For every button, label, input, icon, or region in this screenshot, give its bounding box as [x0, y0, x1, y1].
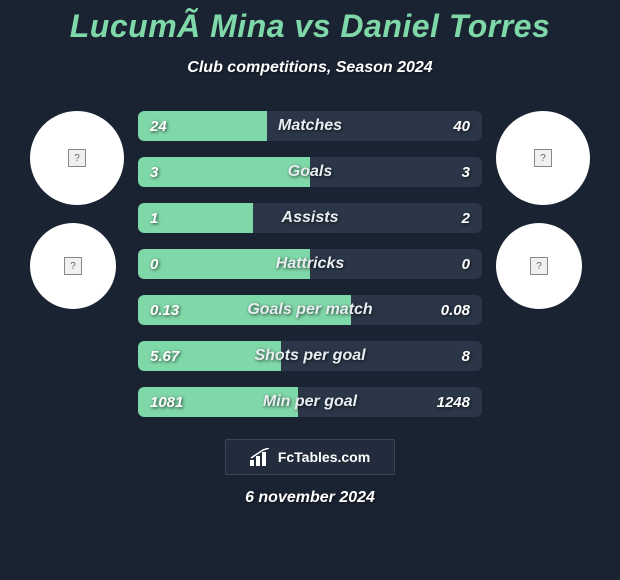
stat-left-value: 1081 — [150, 394, 183, 411]
image-placeholder-icon: ? — [68, 149, 86, 167]
page-title: LucumÃ Mina vs Daniel Torres — [70, 8, 550, 45]
image-placeholder-icon: ? — [534, 149, 552, 167]
stat-right-value: 0.08 — [441, 302, 470, 319]
source-logo-text: FcTables.com — [278, 449, 370, 465]
stat-left-value: 3 — [150, 164, 158, 181]
right-club-badge: ? — [496, 223, 582, 309]
stat-label: Matches — [278, 117, 342, 135]
stat-fill — [138, 157, 310, 187]
stat-label: Shots per goal — [254, 347, 365, 365]
stat-row: 24 Matches 40 — [138, 111, 482, 141]
stat-right-value: 2 — [462, 210, 470, 227]
stat-right-value: 40 — [453, 118, 470, 135]
stat-row: 1 Assists 2 — [138, 203, 482, 233]
footer-date: 6 november 2024 — [245, 489, 375, 507]
left-player-col: ? ? — [30, 111, 124, 309]
stat-label: Assists — [282, 209, 339, 227]
left-club-badge: ? — [30, 223, 116, 309]
stat-row: 1081 Min per goal 1248 — [138, 387, 482, 417]
stat-row: 0 Hattricks 0 — [138, 249, 482, 279]
stat-left-value: 24 — [150, 118, 167, 135]
stat-right-value: 0 — [462, 256, 470, 273]
stat-right-value: 8 — [462, 348, 470, 365]
stat-label: Hattricks — [276, 255, 344, 273]
comparison-card: LucumÃ Mina vs Daniel Torres Club compet… — [0, 0, 620, 580]
stat-left-value: 0.13 — [150, 302, 179, 319]
stat-row: 0.13 Goals per match 0.08 — [138, 295, 482, 325]
chart-icon — [250, 448, 272, 466]
stat-label: Min per goal — [263, 393, 357, 411]
subtitle: Club competitions, Season 2024 — [187, 59, 432, 77]
stat-left-value: 1 — [150, 210, 158, 227]
right-player-avatar: ? — [496, 111, 590, 205]
source-logo: FcTables.com — [225, 439, 395, 475]
stat-row: 5.67 Shots per goal 8 — [138, 341, 482, 371]
right-player-col: ? ? — [496, 111, 590, 309]
image-placeholder-icon: ? — [530, 257, 548, 275]
stat-right-value: 3 — [462, 164, 470, 181]
left-player-avatar: ? — [30, 111, 124, 205]
content-area: ? ? 24 Matches 40 3 Goals 3 1 Assists 2 0 Hattrick… — [0, 111, 620, 417]
stat-label: Goals per match — [247, 301, 372, 319]
stat-left-value: 0 — [150, 256, 158, 273]
stat-left-value: 5.67 — [150, 348, 179, 365]
stat-row: 3 Goals 3 — [138, 157, 482, 187]
image-placeholder-icon: ? — [64, 257, 82, 275]
stat-label: Goals — [288, 163, 332, 181]
stat-right-value: 1248 — [437, 394, 470, 411]
stats-bars: 24 Matches 40 3 Goals 3 1 Assists 2 0 Hattricks 0 0.… — [138, 111, 482, 417]
